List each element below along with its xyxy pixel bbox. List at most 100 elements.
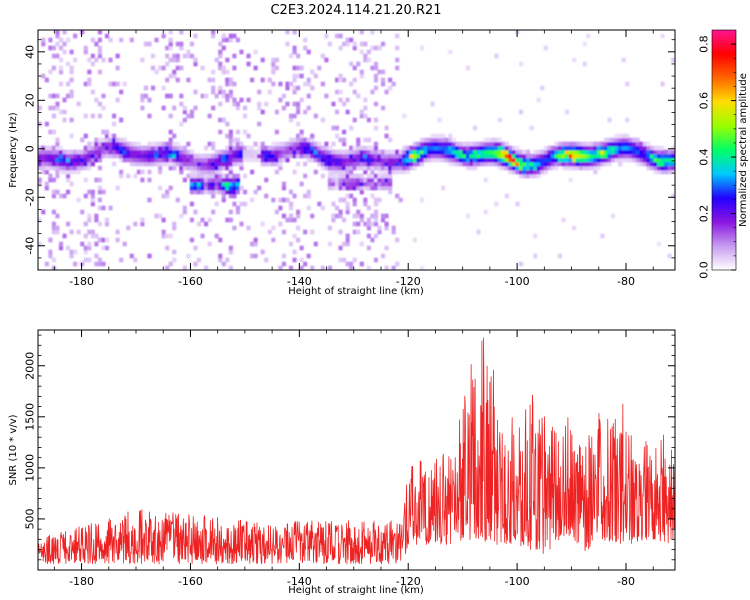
heatmap-cell [257, 149, 262, 155]
heatmap-cell [338, 165, 343, 171]
heatmap-cell [90, 149, 95, 155]
heatmap-cell [373, 209, 379, 215]
heatmap-cell [402, 157, 407, 163]
heatmap-cell [281, 261, 287, 267]
heatmap-cell [306, 149, 311, 155]
heatmap-cell [218, 89, 223, 95]
heatmap-cell [225, 165, 230, 171]
heatmap-cell [596, 157, 601, 163]
heatmap-cell [221, 181, 226, 187]
heatmap-cell [667, 169, 672, 175]
heatmap-cell [575, 153, 580, 159]
heatmap-cell [228, 245, 233, 251]
heatmap-cell [285, 41, 290, 47]
heatmap-cell [225, 181, 230, 187]
heatmap-cell [373, 173, 379, 179]
spectrogram-y-axis-title: Frequency (Hz) [8, 112, 19, 188]
heatmap-cell [62, 233, 67, 239]
heatmap-cell [511, 157, 517, 163]
heatmap-cell [607, 117, 612, 123]
heatmap-cell [101, 205, 106, 211]
heatmap-cell [388, 181, 393, 187]
heatmap-cell [331, 201, 336, 207]
heatmap-cell [561, 153, 566, 159]
heatmap-cell [147, 161, 152, 167]
heatmap-cell [69, 117, 74, 123]
heatmap-cell [108, 153, 113, 159]
heatmap-cell [58, 45, 64, 51]
heatmap-cell [547, 165, 552, 171]
heatmap-cell [579, 157, 584, 163]
heatmap-cell [115, 97, 120, 103]
heatmap-cell [338, 181, 343, 187]
heatmap-cell [112, 133, 117, 139]
heatmap-cell [211, 145, 216, 151]
heatmap-cell [165, 189, 170, 195]
heatmap-cell [55, 93, 60, 99]
heatmap-cell [182, 149, 187, 155]
heatmap-cell [211, 153, 216, 159]
heatmap-cell [349, 61, 354, 67]
heatmap-cell [646, 145, 651, 151]
heatmap-cell [97, 189, 102, 195]
heatmap-cell [327, 265, 333, 270]
heatmap-cell [437, 133, 442, 139]
heatmap-cell [373, 157, 379, 163]
heatmap-cell [80, 209, 85, 215]
heatmap-cell [384, 185, 389, 191]
heatmap-cell [303, 137, 308, 143]
heatmap-cell [281, 229, 287, 235]
heatmap-cell [179, 169, 184, 175]
heatmap-cell [182, 105, 187, 111]
heatmap-cell [465, 153, 471, 159]
heatmap-cell [228, 185, 233, 191]
heatmap-cell [193, 105, 198, 111]
heatmap-cell [557, 153, 563, 159]
heatmap-cell [327, 41, 333, 47]
heatmap-cell [515, 157, 520, 163]
heatmap-cell [260, 109, 265, 115]
heatmap-cell [242, 105, 248, 111]
heatmap-cell [430, 149, 435, 155]
heatmap-cell [664, 161, 669, 167]
heatmap-cell [317, 153, 322, 159]
heatmap-cell [129, 145, 134, 151]
heatmap-cell [618, 149, 623, 155]
heatmap-cell [388, 137, 393, 143]
heatmap-cell [657, 145, 662, 151]
heatmap-cell [342, 197, 347, 203]
x-tick-label: -160 [178, 275, 203, 288]
heatmap-cell [557, 141, 563, 147]
heatmap-cell [402, 113, 407, 119]
heatmap-cell [228, 265, 233, 270]
heatmap-cell [214, 189, 219, 195]
heatmap-cell [557, 161, 563, 167]
heatmap-cell [119, 257, 124, 263]
heatmap-cell [260, 77, 265, 83]
heatmap-cell [303, 261, 308, 267]
heatmap-cell [38, 161, 42, 167]
heatmap-cell [189, 169, 195, 175]
heatmap-cell [235, 37, 241, 43]
heatmap-cell [657, 153, 662, 159]
heatmap-cell [363, 41, 368, 47]
heatmap-cell [306, 93, 311, 99]
heatmap-cell [253, 49, 258, 55]
heatmap-cell [373, 161, 379, 167]
heatmap-cell [487, 145, 492, 151]
heatmap-cell [292, 217, 297, 223]
heatmap-cell [310, 229, 315, 235]
heatmap-cell [158, 149, 163, 155]
heatmap-cell [228, 129, 233, 135]
heatmap-cell [97, 30, 102, 35]
heatmap-cell [232, 145, 237, 151]
heatmap-cell [83, 221, 88, 227]
heatmap-cell [250, 77, 255, 83]
heatmap-cell [235, 209, 241, 215]
heatmap-cell [140, 217, 145, 223]
heatmap-cell [115, 53, 120, 59]
heatmap-cell [204, 181, 209, 187]
heatmap-cell [487, 141, 492, 147]
heatmap-cell [448, 145, 453, 151]
heatmap-cell [288, 189, 294, 195]
